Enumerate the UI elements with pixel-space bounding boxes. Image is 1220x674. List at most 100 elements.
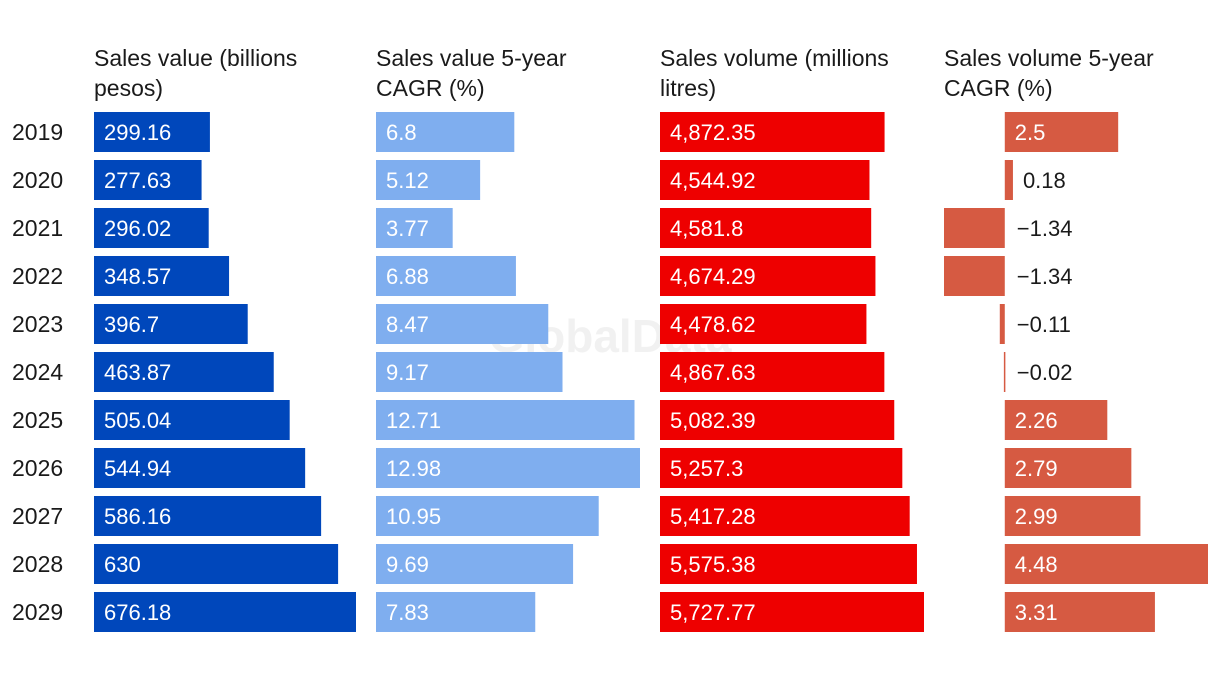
- value-label-s2-2020: 5.12: [386, 168, 429, 193]
- bar-s1-2026: [94, 448, 306, 488]
- year-label-2027: 2027: [12, 503, 63, 529]
- bar-s1-2028: [94, 544, 339, 584]
- bar-s3-2019: [660, 112, 885, 152]
- column-header-1-line-1: Sales value (billions: [94, 45, 297, 71]
- year-label-2029: 2029: [12, 599, 63, 625]
- column-header-2-line-2: CAGR (%): [376, 75, 485, 101]
- value-label-s3-2023: 4,478.62: [670, 312, 756, 337]
- bar-s1-2024: [94, 352, 274, 392]
- value-label-s3-2028: 5,575.38: [670, 552, 756, 577]
- bar-s4-2021: [944, 208, 1005, 248]
- bar-s4-2024: [1003, 352, 1006, 392]
- value-label-s1-2027: 586.16: [104, 504, 171, 529]
- value-label-s4-2019: 2.5: [1015, 120, 1046, 145]
- bar-s3-2022: [660, 256, 876, 296]
- bar-s3-2023: [660, 304, 867, 344]
- bar-s2-2026: [376, 448, 640, 488]
- value-label-s3-2022: 4,674.29: [670, 264, 756, 289]
- value-label-s4-2025: 2.26: [1015, 408, 1058, 433]
- year-label-2022: 2022: [12, 263, 63, 289]
- bar-s1-2025: [94, 400, 290, 440]
- bar-s3-2021: [660, 208, 872, 248]
- bar-s1-2019: [94, 112, 210, 152]
- column-header-1-line-2: pesos): [94, 75, 163, 101]
- value-label-s1-2025: 505.04: [104, 408, 171, 433]
- value-label-s3-2020: 4,544.92: [670, 168, 756, 193]
- value-label-s3-2024: 4,867.63: [670, 360, 756, 385]
- value-label-s1-2026: 544.94: [104, 456, 171, 481]
- value-label-s4-2024: −0.02: [1017, 360, 1073, 385]
- year-label-2026: 2026: [12, 455, 63, 481]
- bar-s2-2024: [376, 352, 563, 392]
- value-label-s2-2028: 9.69: [386, 552, 429, 577]
- bar-s4-2026: [1004, 448, 1132, 488]
- value-label-s3-2027: 5,417.28: [670, 504, 756, 529]
- value-label-s1-2029: 676.18: [104, 600, 171, 625]
- value-label-s2-2026: 12.98: [386, 456, 441, 481]
- bar-s1-2029: [94, 592, 356, 632]
- column-header-3-line-2: litres): [660, 75, 716, 101]
- value-label-s1-2021: 296.02: [104, 216, 171, 241]
- bar-s1-2021: [94, 208, 209, 248]
- year-label-2019: 2019: [12, 119, 63, 145]
- bar-s2-2027: [376, 496, 599, 536]
- bar-s3-2025: [660, 400, 895, 440]
- column-header-2-line-1: Sales value 5-year: [376, 45, 567, 71]
- bar-s1-2023: [94, 304, 248, 344]
- value-label-s3-2025: 5,082.39: [670, 408, 756, 433]
- bar-s4-2025: [1004, 400, 1108, 440]
- value-label-s4-2027: 2.99: [1015, 504, 1058, 529]
- value-label-s1-2028: 630: [104, 552, 141, 577]
- value-label-s2-2024: 9.17: [386, 360, 429, 385]
- bar-s3-2026: [660, 448, 903, 488]
- bar-s4-2022: [944, 256, 1005, 296]
- column-header-3-line-1: Sales volume (millions: [660, 45, 889, 71]
- value-label-s4-2021: −1.34: [1017, 216, 1073, 241]
- bar-s3-2020: [660, 160, 870, 200]
- year-label-2020: 2020: [12, 167, 63, 193]
- bar-s1-2020: [94, 160, 202, 200]
- year-labels: 2019 2020 2021 2022 2023 2024 2025 2026 2027 2028…: [12, 119, 63, 625]
- year-label-2025: 2025: [12, 407, 63, 433]
- year-label-2028: 2028: [12, 551, 63, 577]
- value-label-s3-2026: 5,257.3: [670, 456, 743, 481]
- bar-s2-2019: [376, 112, 515, 152]
- year-label-2023: 2023: [12, 311, 63, 337]
- bar-s4-2029: [1004, 592, 1155, 632]
- value-label-s2-2029: 7.83: [386, 600, 429, 625]
- value-label-s1-2024: 463.87: [104, 360, 171, 385]
- value-label-s1-2022: 348.57: [104, 264, 171, 289]
- bar-s2-2021: [376, 208, 453, 248]
- bar-s1-2027: [94, 496, 322, 536]
- bar-s3-2028: [660, 544, 917, 584]
- value-label-s2-2025: 12.71: [386, 408, 441, 433]
- year-label-2021: 2021: [12, 215, 63, 241]
- value-label-s4-2028: 4.48: [1015, 552, 1058, 577]
- bar-s4-2023: [999, 304, 1005, 344]
- column-header-4-line-2: CAGR (%): [944, 75, 1053, 101]
- value-label-s3-2029: 5,727.77: [670, 600, 756, 625]
- bar-s3-2027: [660, 496, 910, 536]
- bar-s4-2020: [1004, 160, 1013, 200]
- bar-s4-2019: [1004, 112, 1119, 152]
- bar-s4-2028: [1004, 544, 1208, 584]
- value-label-s4-2023: −0.11: [1017, 312, 1071, 337]
- bar-s2-2029: [376, 592, 536, 632]
- value-label-s2-2019: 6.8: [386, 120, 417, 145]
- bar-s2-2025: [376, 400, 635, 440]
- value-label-s3-2019: 4,872.35: [670, 120, 756, 145]
- value-label-s3-2021: 4,581.8: [670, 216, 743, 241]
- value-label-s2-2023: 8.47: [386, 312, 429, 337]
- column-headers: Sales value (billions pesos) Sales value 5…: [94, 45, 1154, 101]
- value-label-s2-2027: 10.95: [386, 504, 441, 529]
- value-label-s4-2029: 3.31: [1015, 600, 1058, 625]
- bars: 299.16 277.63 296.02 348.57 396.7 463.87 505.0…: [94, 112, 1208, 632]
- bar-s2-2023: [376, 304, 549, 344]
- value-label-s4-2020: 0.18: [1023, 168, 1066, 193]
- bar-s3-2029: [660, 592, 924, 632]
- bar-s2-2022: [376, 256, 516, 296]
- bar-s2-2020: [376, 160, 481, 200]
- column-header-4-line-1: Sales volume 5-year: [944, 45, 1154, 71]
- bar-s1-2022: [94, 256, 230, 296]
